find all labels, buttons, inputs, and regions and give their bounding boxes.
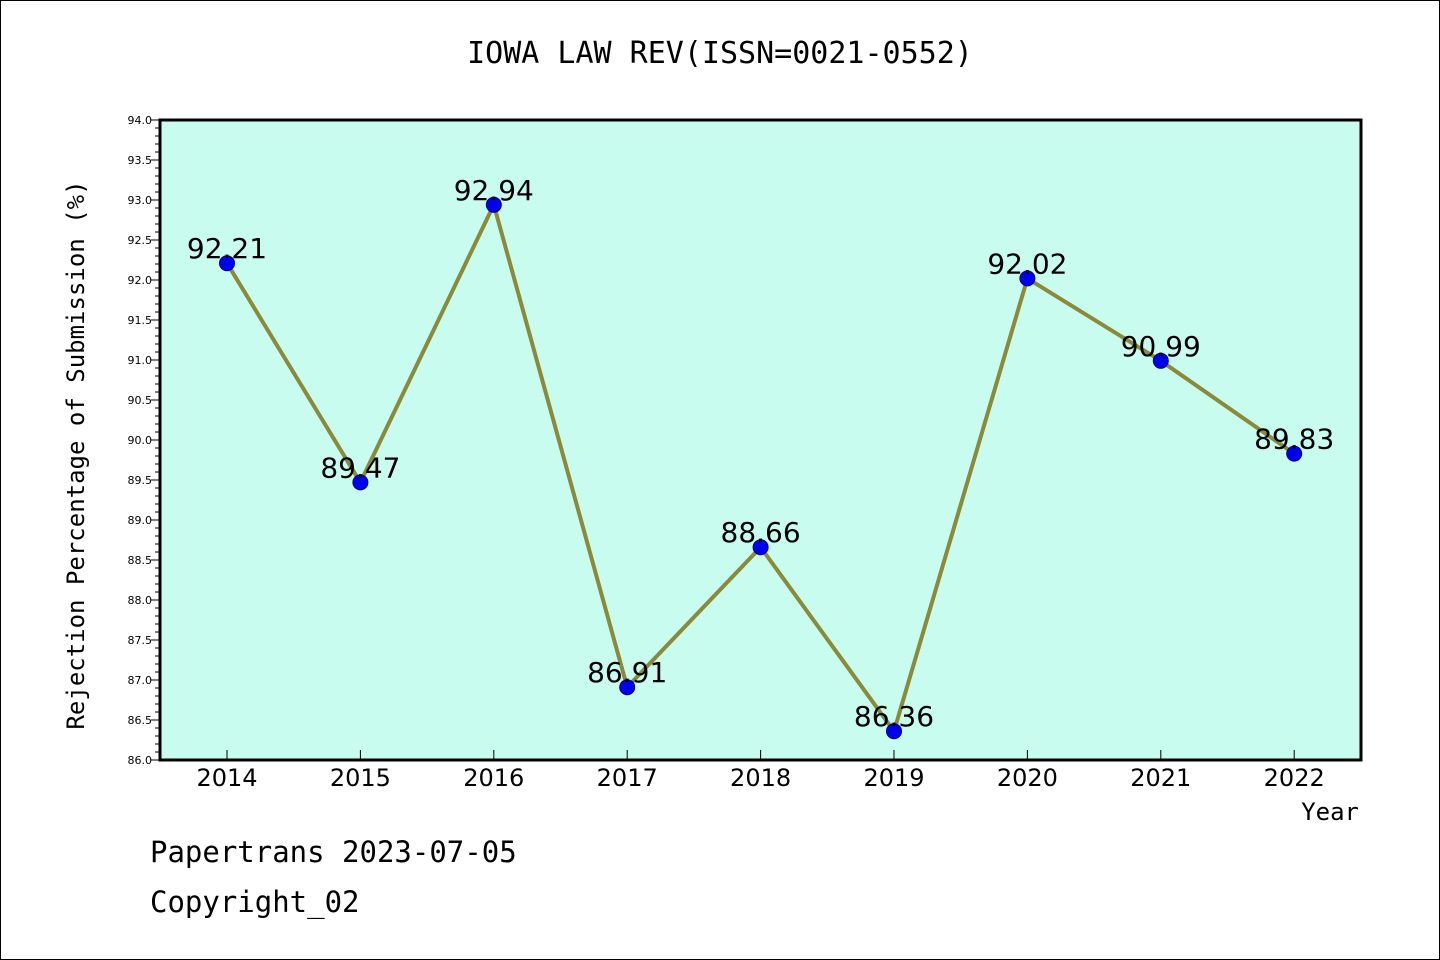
x-tick-label: 2017 — [597, 764, 658, 792]
x-axis: 2014 2015 2016 2017 2018 2019 2020 2021 2022 — [196, 750, 1325, 792]
y-tick-label: 88.0 — [128, 594, 153, 607]
plot-border — [158, 118, 1363, 762]
y-axis: 86.0 86.5 87.0 87.5 88.0 88.5 89.0 89.5 90.0 90.5… — [128, 114, 160, 767]
y-tick-label: 90.0 — [128, 434, 153, 447]
data-label: 88.66 — [721, 516, 801, 549]
y-axis-label: Rejection Percentage of Submission (%) — [62, 180, 90, 729]
data-point — [1286, 445, 1303, 462]
y-tick-label: 91.0 — [128, 354, 153, 367]
data-labels: 92.21 89.47 92.94 86.91 88.66 86.36 92.02 90.99… — [187, 174, 1334, 733]
x-tick-label: 2021 — [1130, 764, 1191, 792]
x-axis-label: Year — [1301, 798, 1359, 826]
x-tick-label: 2022 — [1264, 764, 1325, 792]
data-label: 92.02 — [987, 247, 1067, 280]
x-tick-label: 2014 — [196, 764, 257, 792]
data-point — [352, 474, 369, 491]
data-point — [485, 196, 502, 213]
y-tick-label: 89.0 — [128, 514, 153, 527]
y-tick-label: 92.5 — [128, 234, 153, 247]
data-label: 92.94 — [454, 174, 534, 207]
data-label: 86.36 — [854, 700, 934, 733]
data-label: 89.47 — [320, 451, 400, 484]
plot-area — [160, 120, 1361, 760]
data-point — [1019, 270, 1036, 287]
data-point — [619, 679, 636, 696]
data-point — [886, 723, 902, 740]
data-point — [1152, 352, 1169, 369]
y-tick-label: 87.5 — [128, 634, 153, 647]
y-tick-label: 89.5 — [128, 474, 153, 487]
y-tick-label: 92.0 — [128, 274, 153, 287]
x-tick-label: 2016 — [463, 764, 524, 792]
y-tick-label: 86.5 — [128, 714, 153, 727]
data-point — [752, 539, 769, 556]
y-tick-label: 90.5 — [128, 394, 153, 407]
data-points — [219, 196, 1303, 740]
data-label: 89.83 — [1254, 423, 1334, 456]
y-tick-label: 88.5 — [128, 554, 153, 567]
y-tick-label: 93.0 — [128, 194, 153, 207]
y-tick-label: 91.5 — [128, 314, 153, 327]
footer-copyright: Copyright_02 — [150, 885, 360, 919]
y-tick-label: 86.0 — [128, 754, 153, 767]
data-point — [219, 255, 235, 272]
x-tick-label: 2015 — [330, 764, 391, 792]
data-label: 90.99 — [1121, 330, 1201, 363]
y-tick-label: 94.0 — [128, 114, 153, 127]
y-tick-label: 93.5 — [128, 154, 153, 167]
data-label: 86.91 — [587, 656, 667, 689]
x-tick-label: 2018 — [730, 764, 791, 792]
x-tick-label: 2020 — [997, 764, 1058, 792]
chart-title: IOWA LAW REV(ISSN=0021-0552) — [467, 36, 973, 71]
footer-credit: Papertrans 2023-07-05 — [150, 835, 517, 869]
data-label: 92.21 — [187, 232, 267, 265]
y-tick-label: 87.0 — [128, 674, 153, 687]
x-tick-label: 2019 — [863, 764, 924, 792]
